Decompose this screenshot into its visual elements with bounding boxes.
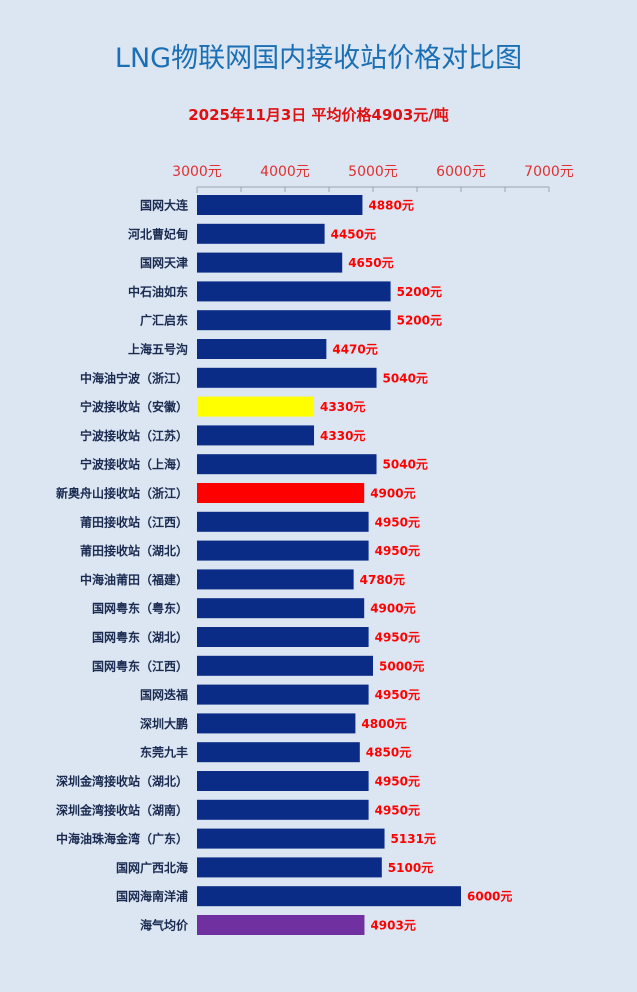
chart-subtitle: 2025年11月3日 平均价格4903元/吨 — [188, 106, 449, 124]
category-label: 莆田接收站（湖北） — [80, 543, 188, 558]
value-label: 4950元 — [375, 544, 420, 558]
category-label: 上海五号沟 — [128, 342, 188, 357]
bar — [197, 828, 385, 849]
bar — [197, 367, 377, 388]
category-label: 国网广西北海 — [116, 860, 188, 875]
value-label: 4880元 — [368, 199, 413, 213]
bar — [197, 511, 369, 532]
category-label: 宁波接收站（安徽） — [80, 399, 188, 414]
bar — [197, 655, 373, 676]
category-label: 深圳大鹏 — [140, 716, 188, 731]
x-tick-label: 3000元 — [172, 164, 222, 180]
category-label: 深圳金湾接收站（湖北） — [56, 774, 188, 789]
value-label: 4950元 — [375, 775, 420, 789]
value-label: 4470元 — [332, 343, 377, 357]
value-label: 5200元 — [397, 285, 442, 299]
value-label: 4950元 — [375, 803, 420, 817]
value-label: 4950元 — [375, 631, 420, 645]
category-label: 中海油宁波（浙江） — [80, 370, 188, 385]
bar — [197, 799, 369, 820]
value-label: 4330元 — [320, 429, 365, 443]
value-label: 5131元 — [391, 832, 436, 846]
x-tick-label: 5000元 — [348, 164, 398, 180]
category-label: 河北曹妃甸 — [127, 226, 188, 241]
category-label: 国网大连 — [140, 198, 189, 213]
bar — [197, 569, 354, 590]
category-label: 宁波接收站（江苏） — [80, 428, 188, 443]
category-label: 国网粤东（湖北） — [92, 630, 188, 645]
x-tick-label: 6000元 — [436, 164, 486, 180]
bar — [197, 742, 360, 763]
bar — [197, 425, 315, 446]
value-label: 4900元 — [370, 487, 415, 501]
bar — [197, 396, 315, 417]
value-label: 4780元 — [360, 573, 405, 587]
bar — [197, 713, 356, 734]
bar — [197, 684, 369, 705]
category-label: 国网海南洋浦 — [116, 889, 188, 904]
bar — [197, 886, 461, 907]
value-label: 5100元 — [388, 861, 433, 875]
value-label: 4950元 — [375, 515, 420, 529]
value-label: 4450元 — [331, 227, 376, 241]
bar — [197, 915, 365, 935]
value-label: 4800元 — [361, 717, 406, 731]
chart-title: LNG物联网国内接收站价格对比图 — [114, 43, 523, 74]
bar — [197, 252, 343, 273]
bar — [197, 310, 391, 331]
category-label: 国网粤东（江西） — [92, 658, 188, 673]
bar — [197, 540, 369, 561]
bar — [197, 598, 365, 619]
bar — [197, 195, 363, 215]
bar — [197, 483, 365, 503]
bar — [197, 771, 369, 791]
x-tick-label: 4000元 — [260, 164, 310, 180]
category-label: 深圳金湾接收站（湖南） — [56, 802, 188, 817]
value-label: 4950元 — [375, 688, 420, 702]
category-label: 中石油如东 — [128, 284, 188, 299]
category-label: 中海油莆田（福建） — [80, 572, 188, 587]
value-label: 4330元 — [320, 400, 365, 414]
x-tick-label: 7000元 — [524, 164, 574, 180]
value-label: 6000元 — [467, 890, 512, 904]
value-label: 4850元 — [366, 746, 411, 760]
category-label: 国网迭福 — [140, 687, 188, 702]
value-label: 4903元 — [370, 919, 415, 933]
bar — [197, 339, 327, 359]
value-label: 5040元 — [383, 458, 428, 472]
bar — [197, 281, 391, 302]
bar — [197, 454, 377, 475]
category-label: 宁波接收站（上海） — [80, 457, 188, 472]
category-label: 中海油珠海金湾（广东） — [56, 831, 188, 846]
value-label: 4900元 — [370, 602, 415, 616]
value-label: 5040元 — [383, 371, 428, 385]
bar — [197, 627, 369, 647]
category-label: 莆田接收站（江西） — [80, 514, 188, 529]
bar — [197, 223, 325, 244]
value-label: 4650元 — [348, 256, 393, 270]
value-label: 5200元 — [397, 314, 442, 328]
category-label: 国网天津 — [140, 255, 188, 270]
category-label: 海气均价 — [140, 918, 189, 933]
value-label: 5000元 — [379, 659, 424, 673]
category-label: 新奥舟山接收站（浙江） — [56, 486, 188, 501]
category-label: 广汇启东 — [140, 313, 188, 328]
category-label: 东莞九丰 — [140, 745, 188, 760]
category-label: 国网粤东（粤东） — [92, 601, 188, 616]
bar — [197, 857, 382, 878]
